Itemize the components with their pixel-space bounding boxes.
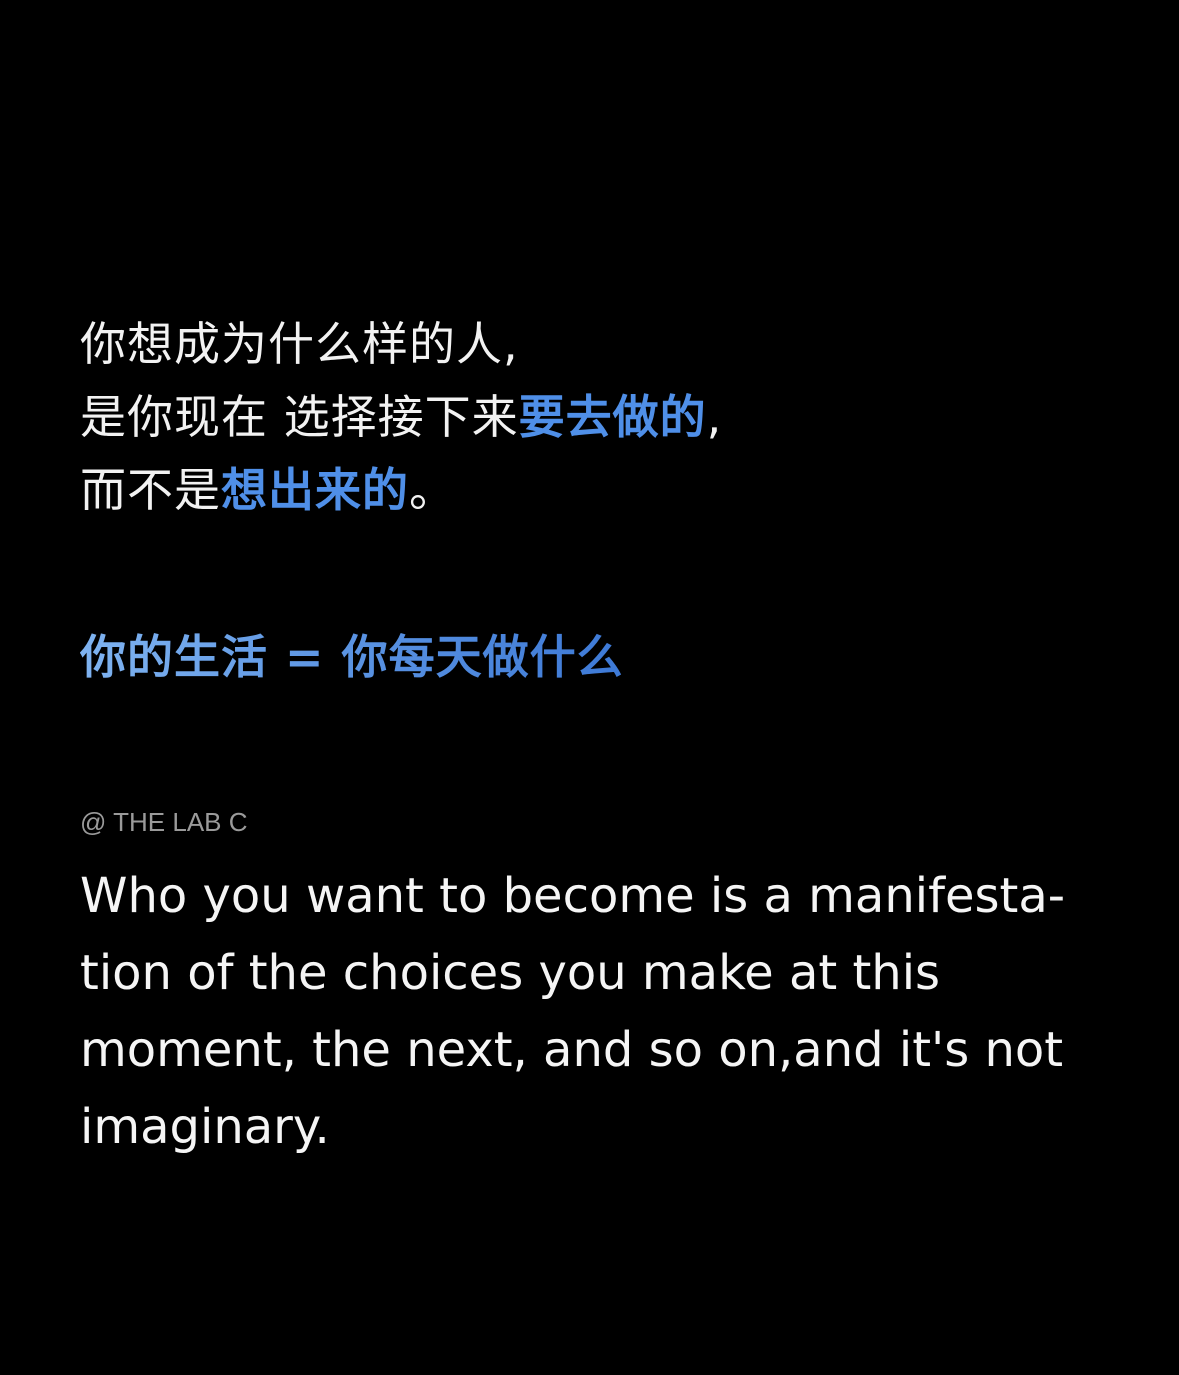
chinese-line-2-punct: , [706,390,723,444]
credit-label: @ THE LAB C [80,807,248,837]
chinese-line-2-highlight: 要去做的 [518,390,707,444]
chinese-line-2: 是你现在 选择接下来要去做的, [80,381,1120,454]
english-line-4: imaginary. [80,1099,330,1155]
english-line-1: Who you want to become is a manifesta- [80,868,1066,924]
english-line-3: moment, the next, and so on,and it's not [80,1022,1064,1078]
chinese-quote: 你想成为什么样的人, 是你现在 选择接下来要去做的, 而不是想出来的。 [80,308,1120,527]
english-quote: Who you want to become is a manifesta- t… [80,858,1120,1166]
chinese-line-3-punct: 。 [409,463,456,517]
chinese-line-3: 而不是想出来的。 [80,454,1120,527]
chinese-line-1: 你想成为什么样的人, [80,308,1120,381]
chinese-line-3-text: 而不是 [80,463,221,517]
english-line-2: tion of the choices you make at this [80,945,941,1001]
life-formula: 你的生活 = 你每天做什么 [80,622,624,692]
chinese-line-2-text: 是你现在 选择接下来 [80,390,519,444]
chinese-line-3-highlight: 想出来的 [221,463,409,517]
chinese-line-1-text: 你想成为什么样的人, [80,317,519,371]
